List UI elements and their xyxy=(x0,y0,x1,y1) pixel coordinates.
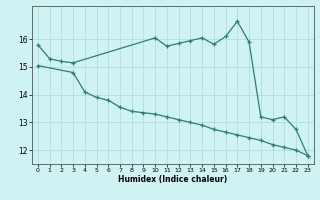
X-axis label: Humidex (Indice chaleur): Humidex (Indice chaleur) xyxy=(118,175,228,184)
